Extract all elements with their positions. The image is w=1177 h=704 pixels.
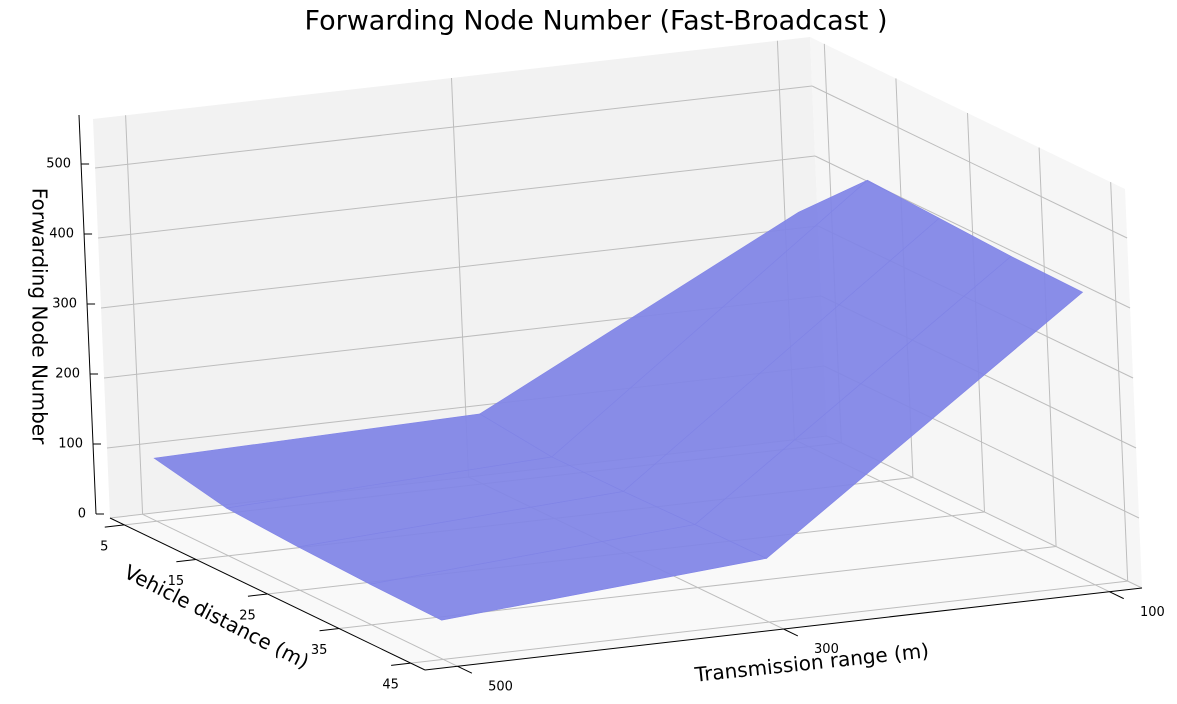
tick-mark xyxy=(319,628,340,632)
x-tick-label: 500 xyxy=(488,680,513,695)
tick-mark xyxy=(457,665,473,674)
tick-mark xyxy=(104,524,125,528)
tick-mark xyxy=(247,593,268,597)
grid-line xyxy=(811,85,1128,239)
y-tick-label: 45 xyxy=(382,678,399,693)
z-tick-label: 200 xyxy=(55,367,80,382)
z-tick-label: 300 xyxy=(52,297,77,312)
y-tick-label: 5 xyxy=(100,539,108,554)
grid-line xyxy=(98,155,816,239)
x-tick-label: 300 xyxy=(814,642,839,657)
grid-line xyxy=(410,580,1128,664)
x-axis-label: Transmission range (m) xyxy=(693,638,930,687)
tick-mark xyxy=(1109,591,1124,600)
grid-line xyxy=(95,85,813,169)
grid-line xyxy=(1110,182,1129,582)
grid-line xyxy=(125,115,144,515)
axis-line xyxy=(78,114,97,515)
x-tick-label: 100 xyxy=(1140,605,1165,620)
y-tick-label: 25 xyxy=(239,609,256,624)
y-tick-label: 35 xyxy=(311,643,328,658)
z-tick-label: 500 xyxy=(46,157,71,172)
z-tick-label: 100 xyxy=(58,437,83,452)
y-tick-label: 15 xyxy=(168,574,185,589)
surface-face xyxy=(694,255,1084,559)
grid-line xyxy=(100,225,819,309)
tick-mark xyxy=(783,628,799,637)
z-axis-label: Forwarding Node Number xyxy=(28,188,52,445)
grid-line xyxy=(451,77,469,478)
grid-line xyxy=(1038,147,1057,547)
chart-title: Forwarding Node Number (Fast-Broadcast ) xyxy=(305,6,888,37)
z-tick-label: 400 xyxy=(49,227,74,242)
tick-mark xyxy=(176,558,196,563)
tick-mark xyxy=(391,662,411,666)
z-tick-label: 0 xyxy=(78,507,86,522)
